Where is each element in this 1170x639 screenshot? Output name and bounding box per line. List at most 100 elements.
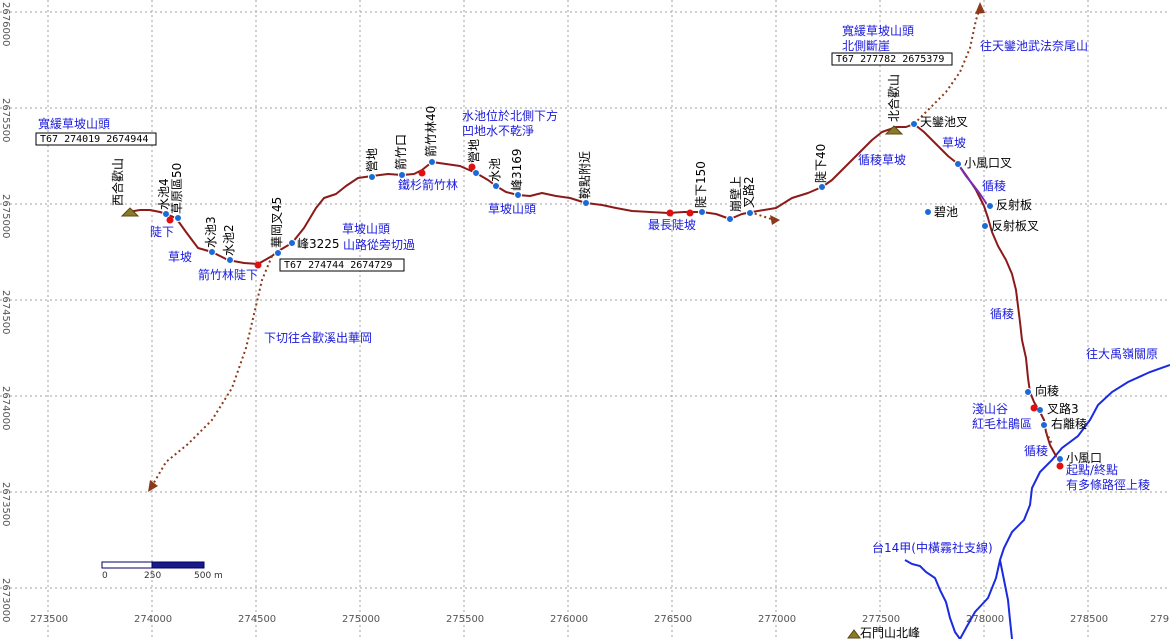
peak-labels: 西合歡山 北合歡山 石門山北峰: [110, 74, 920, 639]
peak-label: 北合歡山: [886, 74, 901, 122]
note: 草坡山頭: [342, 222, 390, 236]
waypoint-label: 小風口: [1066, 451, 1102, 465]
dotted-route-west: [151, 255, 273, 487]
waypoint-label: 陡下150: [694, 161, 708, 208]
red-point: [1030, 404, 1038, 412]
peak-icon: [847, 629, 861, 639]
waypoint-label: 水池4: [157, 178, 171, 210]
note: 凹地水不乾淨: [462, 124, 534, 138]
x-tick-label: 277500: [862, 614, 900, 625]
waypoint-label: 箭竹林40: [423, 106, 438, 157]
note: 山路從旁切過: [343, 237, 415, 252]
red-point: [666, 209, 674, 217]
waypoint-label: 向稜: [1035, 383, 1059, 398]
waypoint-marker: [1036, 406, 1044, 414]
coord-box-text: T67 274019 2674944: [40, 134, 148, 145]
waypoint-marker: [428, 158, 436, 166]
waypoint-marker: [582, 199, 590, 207]
note: 淺山谷: [972, 402, 1008, 416]
y-tick-label: 2674000: [0, 386, 11, 431]
x-tick-label: 274000: [134, 614, 172, 625]
peak-markers: [120, 125, 904, 639]
waypoint-label: 水池3: [204, 216, 218, 248]
roads: [904, 364, 1170, 639]
waypoint-marker: [746, 209, 754, 217]
waypoint-marker: [288, 239, 296, 247]
road-taiwan-14a: [904, 559, 961, 639]
note: 循稜: [1024, 444, 1048, 458]
waypoint-label: 叉路3: [1047, 401, 1079, 416]
waypoint-marker: [1056, 455, 1064, 463]
coord-box-text: T67 277782 2675379: [836, 54, 944, 65]
red-point: [686, 209, 694, 217]
note: 水池位於北側下方: [462, 108, 558, 123]
note: 循稜: [990, 307, 1014, 321]
waypoint-label: 華岡叉45: [270, 197, 284, 248]
waypoint-label: 右離稜: [1051, 416, 1087, 431]
waypoint-marker: [1024, 388, 1032, 396]
dotted-route-east-spur: [749, 211, 775, 221]
scale-label: 500 m: [194, 571, 223, 581]
waypoint-marker: [910, 120, 918, 128]
peak-icon: [884, 125, 904, 135]
y-tick-labels-rotated: 2676000 2675500 2675000 2674500 2674000 …: [0, 2, 11, 623]
waypoint-label: 營地: [365, 148, 379, 172]
x-tick-label: 278000: [966, 614, 1004, 625]
waypoint-label: 峰3225: [297, 237, 340, 251]
waypoint-marker: [472, 169, 480, 177]
note: 寬緩草坡山頭: [842, 23, 914, 38]
scale-label: 250: [144, 571, 161, 581]
x-tick-label: 276000: [550, 614, 588, 625]
note: 最長陡坡: [648, 218, 696, 232]
waypoint-marker: [954, 160, 962, 168]
x-tick-label: 277000: [758, 614, 796, 625]
note: 草坡山頭: [488, 202, 536, 216]
waypoint-marker: [208, 248, 216, 256]
note: 下切往合歡溪出華岡: [264, 330, 372, 345]
waypoint-marker: [162, 210, 170, 218]
waypoint-labels: 水池4 草原區50 水池3 水池2 華岡叉45 峰3225 營地 箭竹口 箭竹林…: [157, 106, 1102, 465]
y-tick-label: 2674500: [0, 290, 11, 335]
red-point: [418, 169, 426, 177]
waypoint-marker: [924, 208, 932, 216]
x-tick-label: 274500: [238, 614, 276, 625]
waypoint-marker: [174, 214, 182, 222]
peak-icon: [120, 207, 140, 217]
peak-label: 石門山北峰: [860, 626, 920, 639]
coord-box-text: T67 274744 2674729: [284, 260, 392, 271]
waypoint-label: 崩壁上: [728, 176, 743, 212]
waypoint-marker: [398, 171, 406, 179]
dotted-route-end: [1045, 431, 1053, 445]
road-branch-south: [999, 559, 1013, 639]
red-point: [1056, 462, 1064, 470]
y-tick-label: 2675500: [0, 98, 11, 143]
x-tick-label: 275000: [342, 614, 380, 625]
note: 有多條路徑上稜: [1066, 477, 1150, 492]
road-north-east: [959, 364, 1170, 639]
arrow-east-icon: [770, 215, 780, 225]
x-tick-label: 276500: [654, 614, 692, 625]
side-trail: [957, 163, 989, 207]
waypoint-label: 叉路2: [741, 176, 756, 208]
waypoint-marker: [226, 256, 234, 264]
note: 紅毛杜鵑區: [972, 416, 1032, 431]
dotted-routes: [151, 7, 1053, 487]
x-tick-label: 278500: [1070, 614, 1108, 625]
x-tick-label: 275500: [446, 614, 484, 625]
y-tick-label: 2673000: [0, 578, 11, 623]
y-tick-label: 2675000: [0, 194, 11, 239]
coord-box: [35, 132, 157, 146]
waypoint-marker: [1040, 421, 1048, 429]
waypoint-label: 反射板: [996, 197, 1032, 212]
waypoint-marker: [492, 182, 500, 190]
waypoint-label: 營地: [467, 139, 481, 163]
waypoint-label: 鞍點附近: [577, 151, 592, 199]
waypoint-marker: [818, 183, 826, 191]
waypoint-label: 反射板叉: [991, 218, 1039, 233]
waypoint-marker: [726, 215, 734, 223]
waypoint-marker: [514, 191, 522, 199]
note: 循稜: [982, 179, 1006, 193]
note: 寬緩草坡山頭: [38, 116, 110, 131]
